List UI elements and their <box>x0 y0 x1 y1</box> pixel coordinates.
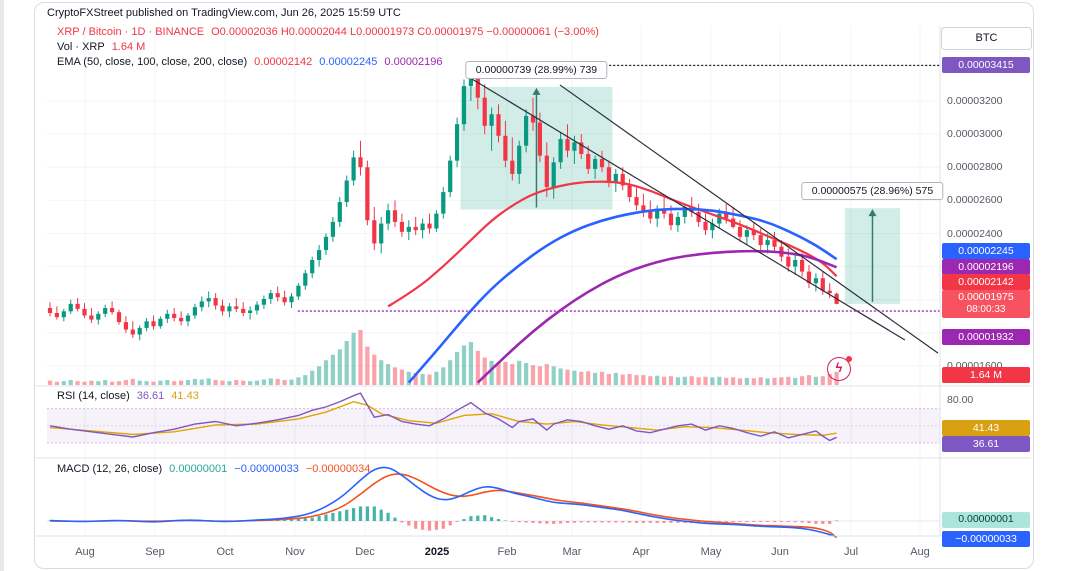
axis-tick-label: 0.00002400 <box>947 227 1003 240</box>
time-tick-label: May <box>700 546 722 558</box>
axis-value-badge: 0.00003415 <box>942 57 1030 74</box>
volume-value: 1.64 M <box>111 41 146 53</box>
axis-value-badge: 0.00002142 <box>942 274 1030 291</box>
ema-label: EMA (50, close, 100, close, 200, close) <box>57 56 248 68</box>
macd-signal-value: −0.00000034 <box>305 463 371 475</box>
time-tick-label: Aug <box>910 546 930 558</box>
axis-value-badge: 0.00002196 <box>942 259 1030 276</box>
time-tick-label: 2025 <box>424 546 450 558</box>
snapshot-card <box>34 2 1034 569</box>
time-tick-label: Dec <box>355 546 375 558</box>
macd-label: MACD (12, 26, close) <box>57 463 163 475</box>
axis-value-badge: 41.43 <box>942 420 1030 437</box>
time-tick-label: Apr <box>632 546 650 558</box>
time-tick-label: Oct <box>216 546 234 558</box>
macd-legend: MACD (12, 26, close) 0.00000001 −0.0000003… <box>57 463 377 475</box>
page-edge-strip <box>0 0 4 571</box>
flash-icon[interactable]: ϟ <box>827 356 852 381</box>
rsi-value: 36.61 <box>136 390 165 402</box>
measure-label-2[interactable]: 0.00000575 (28.96%) 575 <box>801 182 944 201</box>
axis-tick-label: 0.00003200 <box>947 95 1003 107</box>
axis-value-badge: 0.00001932 <box>942 329 1030 345</box>
time-tick-label: Aug <box>75 546 95 558</box>
time-tick-label: Jun <box>771 546 789 558</box>
macd-value: −0.00000033 <box>234 463 299 475</box>
axis-value-badge: 36.61 <box>942 436 1030 453</box>
axis-value-badge: −0.00000033 <box>942 531 1030 547</box>
volume-legend: Vol · XRP 1.64 M <box>57 41 152 53</box>
axis-tick-label: 0.00002800 <box>947 161 1003 174</box>
rsi-ma-value: 41.43 <box>171 390 199 402</box>
publish-attribution: CryptoFXStreet published on TradingView.… <box>47 7 401 19</box>
price-axis-unit[interactable]: BTC <box>941 27 1032 50</box>
axis-tick-label: 0.00003000 <box>947 128 1003 141</box>
countdown-timer: 08:00:33 <box>966 304 1006 316</box>
rsi-label: RSI (14, close) <box>57 390 130 402</box>
ema-legend: EMA (50, close, 100, close, 200, close) 0… <box>57 56 450 68</box>
symbol-title: XRP / Bitcoin · 1D · BINANCE <box>57 26 205 38</box>
axis-tick-label: 80.00 <box>947 394 974 406</box>
axis-value-badge: 0.00001975 08:00:33 <box>942 289 1030 318</box>
axis-tick-label: 0.00002600 <box>947 194 1003 207</box>
ema200-value: 0.00002196 <box>384 56 443 68</box>
lightning-bolt-icon: ϟ <box>835 360 843 375</box>
symbol-legend: XRP / Bitcoin · 1D · BINANCE O0.00002036 … <box>57 26 606 38</box>
time-tick-label: Jul <box>843 546 859 558</box>
axis-value-badge: 0.00000001 <box>942 511 1030 528</box>
time-tick-label: Nov <box>285 546 305 558</box>
time-tick-label: Feb <box>497 546 517 558</box>
axis-value-badge: 1.64 M <box>942 367 1030 383</box>
measure-label-1[interactable]: 0.00000739 (28.99%) 739 <box>465 60 608 79</box>
time-tick-label: Mar <box>562 546 582 558</box>
axis-value-badge: 0.00002245 <box>942 243 1030 260</box>
volume-label: Vol · XRP <box>57 41 105 53</box>
rsi-legend: RSI (14, close) 36.61 41.43 <box>57 390 206 402</box>
macd-hist-value: 0.00000001 <box>169 463 228 475</box>
ema100-value: 0.00002245 <box>319 56 378 68</box>
time-tick-label: Sep <box>145 546 165 558</box>
ohlc-values: O0.00002036 H0.00002044 L0.00001973 C0.0… <box>211 26 599 38</box>
ema50-value: 0.00002142 <box>254 56 313 68</box>
notification-dot <box>846 356 852 362</box>
